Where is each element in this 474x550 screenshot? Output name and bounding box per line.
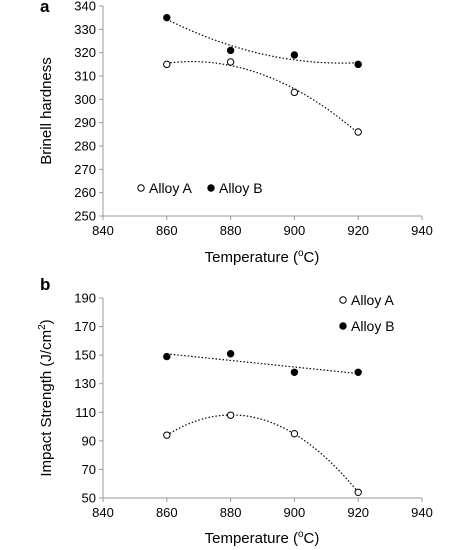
chart-a-y-tick-label: 310 bbox=[74, 69, 96, 84]
chart-b-y-tick-label: 130 bbox=[74, 376, 96, 391]
chart-a-trendline-series-2 bbox=[166, 18, 359, 64]
chart-a-legend-label-alloy-a: Alloy A bbox=[149, 180, 192, 196]
chart-a-legend: Alloy A Alloy B bbox=[137, 180, 263, 196]
chart-a-point-series-1 bbox=[290, 88, 299, 97]
chart-b-y-tick-label: 110 bbox=[75, 405, 96, 420]
chart-a-x-tick-label: 940 bbox=[411, 223, 433, 238]
chart-b-point-series-1 bbox=[226, 411, 235, 419]
chart-a-y-tick-labels: 250 260 270 280 290 300 310 320 330 340 bbox=[74, 0, 103, 224]
chart-b-legend-marker-alloy-b bbox=[339, 322, 347, 330]
chart-a-y-tick-label: 270 bbox=[74, 162, 96, 177]
chart-a-x-tick-label: 900 bbox=[284, 223, 306, 238]
chart-a-trendline-series-1 bbox=[166, 60, 359, 134]
chart-a-legend-marker-alloy-a bbox=[137, 184, 145, 192]
chart-a-legend-marker-alloy-b bbox=[207, 184, 215, 192]
chart-b-x-tick-labels: 840 860 880 900 920 940 bbox=[92, 498, 433, 520]
chart-b-trendline-series-1 bbox=[166, 414, 359, 493]
chart-b: b 840 860 880 900 920 940 50 70 90 110 130 150 170 1… bbox=[37, 275, 433, 547]
chart-b-x-tick-label: 940 bbox=[411, 505, 433, 520]
chart-a-x-tick-label: 840 bbox=[92, 223, 114, 238]
chart-b-point-series-1 bbox=[354, 488, 362, 496]
chart-b-trendline-series-2 bbox=[166, 353, 359, 375]
chart-a: a 840 860 880 900 920 940 250 260 270 280 290 300 3… bbox=[38, 0, 433, 266]
chart-a-y-tick-label: 330 bbox=[74, 22, 96, 37]
chart-a-trendlines bbox=[166, 18, 359, 134]
chart-a-point-series-2 bbox=[290, 51, 299, 59]
chart-a-y-axis-title: Brinell hardness bbox=[38, 57, 55, 165]
chart-a-point-series-2 bbox=[226, 46, 235, 55]
chart-b-point-series-1 bbox=[163, 431, 171, 439]
chart-b-x-tick-label: 900 bbox=[284, 505, 306, 520]
chart-b-y-axis-title: Impact Strength (J/cm2) bbox=[37, 319, 55, 476]
chart-b-x-tick-label: 860 bbox=[156, 505, 178, 520]
chart-b-point-series-2 bbox=[163, 352, 171, 361]
chart-b-legend-marker-alloy-a bbox=[339, 296, 347, 304]
chart-a-y-tick-label: 260 bbox=[74, 185, 96, 200]
chart-a-x-tick-label: 920 bbox=[347, 223, 369, 238]
chart-a-x-axis-title: Temperature (oC) bbox=[205, 248, 320, 266]
chart-a-y-tick-label: 340 bbox=[74, 0, 96, 14]
chart-b-y-tick-label: 170 bbox=[74, 319, 96, 334]
chart-a-y-tick-label: 290 bbox=[74, 115, 96, 130]
chart-b-point-series-2 bbox=[354, 368, 362, 376]
chart-b-y-tick-labels: 50 70 90 110 130 150 170 190 bbox=[74, 291, 103, 506]
chart-a-point-series-1 bbox=[163, 60, 171, 69]
chart-b-y-tick-label: 70 bbox=[82, 462, 96, 477]
chart-b-x-tick-label: 840 bbox=[92, 505, 114, 520]
chart-a-points bbox=[163, 13, 362, 136]
chart-a-point-series-2 bbox=[354, 60, 362, 69]
chart-a-legend-label-alloy-b: Alloy B bbox=[219, 180, 263, 196]
chart-b-point-series-2 bbox=[226, 350, 235, 358]
chart-b-legend-label-alloy-b: Alloy B bbox=[351, 318, 395, 334]
chart-a-point-series-2 bbox=[163, 13, 171, 22]
chart-b-panel-label: b bbox=[40, 275, 50, 294]
chart-a-y-tick-label: 250 bbox=[74, 209, 96, 224]
chart-b-x-tick-label: 920 bbox=[347, 505, 369, 520]
chart-b-y-tick-label: 190 bbox=[74, 291, 96, 306]
chart-a-x-tick-labels: 840 860 880 900 920 940 bbox=[92, 216, 433, 238]
chart-b-points bbox=[163, 350, 362, 496]
chart-a-y-tick-label: 320 bbox=[74, 45, 96, 60]
chart-b-point-series-1 bbox=[290, 430, 299, 438]
chart-a-y-tick-label: 300 bbox=[74, 92, 96, 107]
chart-a-panel-label: a bbox=[40, 0, 50, 16]
chart-b-legend-label-alloy-a: Alloy A bbox=[351, 292, 394, 308]
chart-a-x-tick-label: 880 bbox=[220, 223, 242, 238]
chart-b-x-axis-title: Temperature (oC) bbox=[205, 529, 320, 547]
chart-b-trendlines bbox=[166, 353, 359, 493]
chart-b-y-tick-label: 150 bbox=[74, 348, 96, 363]
chart-b-legend: Alloy A Alloy B bbox=[339, 292, 395, 334]
chart-b-y-tick-label: 90 bbox=[82, 433, 96, 448]
chart-b-point-series-2 bbox=[290, 368, 299, 376]
chart-b-y-tick-label: 50 bbox=[82, 491, 96, 506]
chart-a-point-series-1 bbox=[226, 58, 235, 66]
chart-a-point-series-1 bbox=[354, 128, 362, 136]
chart-a-y-tick-label: 280 bbox=[74, 139, 96, 154]
chart-b-x-tick-label: 880 bbox=[220, 505, 242, 520]
chart-a-x-tick-label: 860 bbox=[156, 223, 178, 238]
